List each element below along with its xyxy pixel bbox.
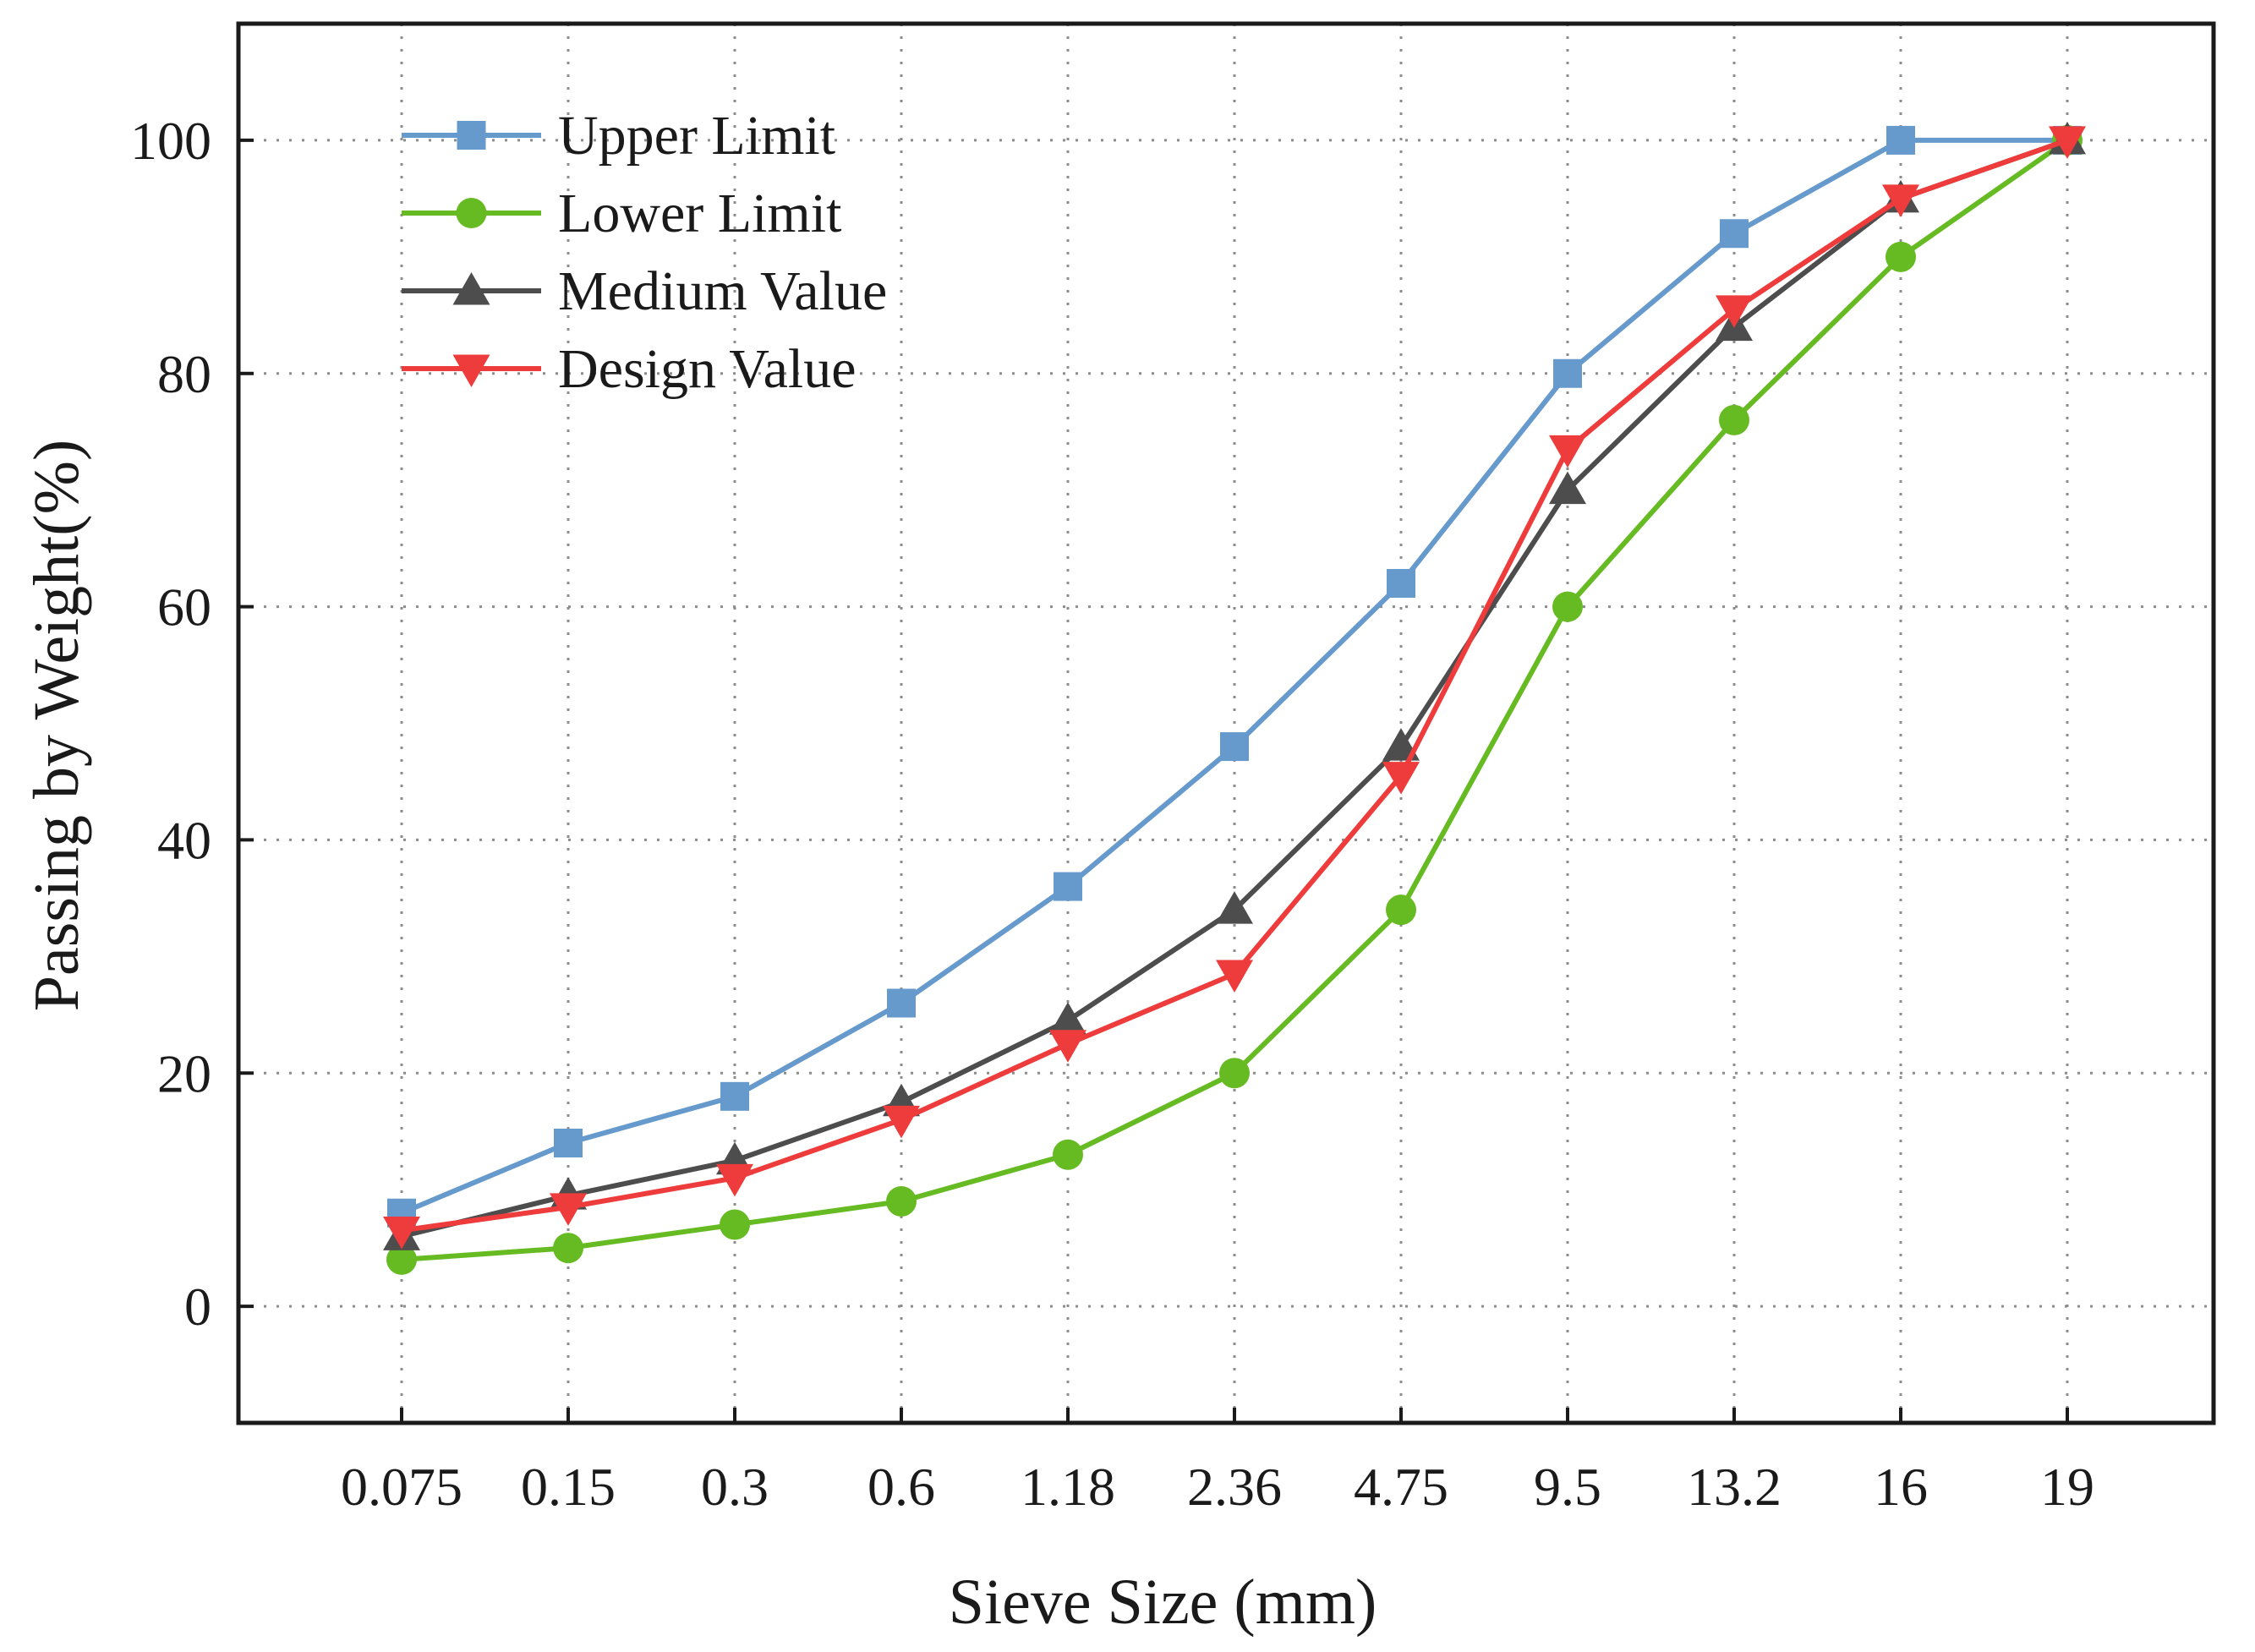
data-point-lower-limit — [720, 1209, 750, 1240]
data-point-design-value — [716, 1163, 753, 1197]
data-point-lower-limit — [1219, 1058, 1250, 1089]
legend-label: Upper Limit — [558, 105, 835, 167]
data-point-lower-limit — [1552, 591, 1583, 622]
legend-item-design-value: Design Value — [402, 338, 857, 400]
data-point-design-value — [1882, 184, 1919, 217]
data-point-design-value — [883, 1105, 920, 1139]
legend-item-upper-limit: Upper Limit — [402, 105, 835, 167]
y-tick-label: 20 — [157, 1043, 211, 1103]
data-point-lower-limit — [886, 1185, 917, 1217]
data-point-upper-limit — [1886, 125, 1915, 155]
x-tick-label: 9.5 — [1534, 1457, 1601, 1517]
series-lower-limit — [386, 124, 2083, 1275]
data-point-design-value — [1549, 435, 1586, 468]
x-tick-label: 0.6 — [868, 1457, 935, 1517]
x-tick-label: 13.2 — [1687, 1457, 1782, 1517]
data-point-design-value — [1216, 960, 1253, 993]
data-point-lower-limit — [553, 1233, 583, 1264]
y-tick-label: 40 — [157, 810, 211, 870]
legend: Upper Limit Lower Limit Medium Value Design… — [402, 105, 887, 400]
data-point-design-value — [383, 1216, 420, 1250]
data-point-medium-value — [1216, 891, 1253, 924]
data-point-lower-limit — [386, 1244, 417, 1275]
series-upper-limit — [387, 125, 2082, 1228]
legend-marker — [457, 121, 486, 150]
x-tick-label: 0.15 — [521, 1457, 616, 1517]
y-tick-label: 100 — [130, 111, 211, 171]
legend-label: Medium Value — [558, 260, 887, 322]
data-point-medium-value — [1549, 471, 1586, 505]
data-point-upper-limit — [1553, 358, 1582, 388]
series-design-value — [383, 126, 2086, 1250]
legend-marker — [452, 354, 490, 387]
x-axis-title: Sieve Size (mm) — [949, 1567, 1377, 1638]
grid — [238, 24, 2214, 1423]
data-point-lower-limit — [1386, 894, 1416, 926]
legend-marker — [456, 198, 487, 228]
legend-label: Lower Limit — [558, 183, 841, 244]
series-layer — [383, 121, 2086, 1275]
data-point-design-value — [2049, 126, 2086, 159]
x-tick-label: 1.18 — [1021, 1457, 1115, 1517]
y-tick-label: 80 — [157, 344, 211, 404]
plot-frame — [236, 21, 2216, 1425]
data-point-upper-limit — [720, 1081, 749, 1111]
y-tick-label: 0 — [184, 1277, 211, 1337]
data-point-design-value — [1382, 762, 1420, 795]
data-point-design-value — [1049, 1030, 1086, 1063]
data-point-upper-limit — [887, 988, 916, 1018]
x-tick-label: 16 — [1874, 1457, 1928, 1517]
data-point-lower-limit — [1053, 1139, 1083, 1170]
data-point-lower-limit — [1886, 241, 1916, 272]
data-point-design-value — [1716, 295, 1753, 328]
legend-item-lower-limit: Lower Limit — [402, 183, 841, 244]
data-point-design-value — [550, 1193, 587, 1226]
x-tick-label: 4.75 — [1354, 1457, 1448, 1517]
data-point-upper-limit — [1054, 872, 1082, 901]
axes: 0 20 40 60 80 100 0.075 0.15 0.3 0.6 1.18 2.36 4.75 9… — [130, 111, 2094, 1517]
legend-label: Design Value — [558, 338, 857, 400]
legend-marker — [452, 272, 490, 305]
y-axis-title: Passing by Weight(%) — [21, 440, 92, 1011]
y-tick-label: 60 — [157, 577, 211, 637]
x-tick-label: 2.36 — [1187, 1457, 1282, 1517]
data-point-upper-limit — [1220, 732, 1249, 762]
x-tick-label: 0.075 — [341, 1457, 462, 1517]
x-tick-label: 19 — [2040, 1457, 2094, 1517]
x-tick-label: 0.3 — [701, 1457, 769, 1517]
legend-item-medium-value: Medium Value — [402, 260, 887, 322]
data-point-medium-value — [1049, 1002, 1086, 1035]
data-point-upper-limit — [1387, 569, 1415, 598]
data-point-upper-limit — [554, 1129, 583, 1157]
data-point-upper-limit — [1720, 219, 1749, 249]
data-point-lower-limit — [1719, 404, 1749, 435]
